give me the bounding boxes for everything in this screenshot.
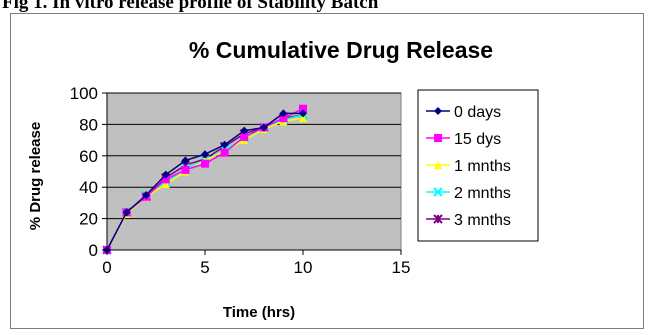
legend-item: 2 mnths [426,185,511,202]
legend-item: 1 mnths [426,158,511,175]
legend-label: 2 mnths [454,185,511,202]
legend-label: 0 days [454,104,501,121]
data-point [161,180,170,189]
data-point [279,109,288,118]
legend-label: 15 dys [454,131,501,148]
y-tick-label: 80 [79,115,98,134]
plot-area [102,92,402,255]
legend-item: 0 days [426,104,501,121]
data-point [181,156,190,165]
data-point [434,134,442,142]
data-point [201,150,209,159]
data-point [220,148,229,157]
x-tick-label: 10 [294,258,313,277]
y-axis-ticks: 0 20 40 60 80 100 [70,84,107,260]
x-tick-label: 15 [392,258,411,277]
data-point [201,159,209,168]
y-axis-label: % Drug release [27,122,44,230]
chart-title: % Cumulative Drug Release [189,37,493,63]
y-tick-label: 60 [79,147,98,166]
data-point [161,175,170,184]
data-point [299,114,307,123]
legend-label: 1 mnths [454,158,511,175]
x-tick-label: 5 [200,258,209,277]
y-tick-label: 40 [79,178,98,197]
plot-background [106,92,402,251]
data-point [299,104,307,113]
legend: 0 days 15 dys 1 mnths 2 mnths 3 mnths [417,89,539,242]
data-point [433,187,443,197]
series-0-days [103,109,307,254]
y-tick-label: 0 [89,241,98,260]
drug-release-chart: % Cumulative Drug Release 0 5 10 15 0 20 40 60… [27,37,539,321]
data-point [161,170,170,179]
chart-frame: % Cumulative Drug Release 0 5 10 15 0 20 40 60… [10,13,644,329]
data-point [220,140,229,149]
data-point [142,191,151,200]
data-point [181,165,190,174]
legend-item: 15 dys [426,131,501,148]
data-point [122,208,131,217]
data-point [240,132,249,141]
data-point [434,161,442,169]
y-tick-label: 20 [79,210,98,229]
figure-caption: Fig 1. In vitro release profile of Stabi… [2,0,379,13]
data-point [259,123,268,132]
data-point [433,214,443,224]
y-tick-label: 100 [70,84,98,103]
x-tick-label: 0 [102,258,111,277]
data-point [279,114,288,123]
x-axis-label: Time (hrs) [223,304,295,321]
data-point [434,107,442,115]
legend-label: 3 mnths [454,212,511,229]
legend-item: 3 mnths [426,212,511,229]
data-point [299,109,307,118]
x-axis-ticks: 0 5 10 15 [102,250,410,277]
